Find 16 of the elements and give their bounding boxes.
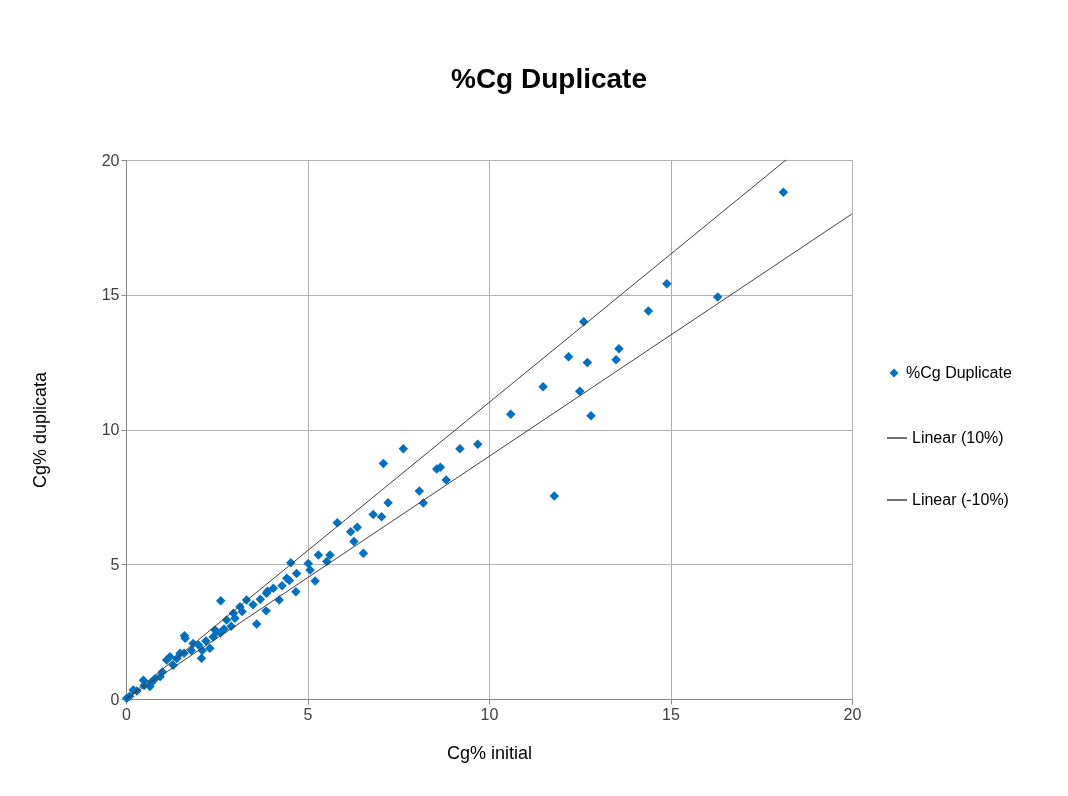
x-tick-label: 10 [480, 705, 499, 723]
x-tick-label: 5 [303, 705, 313, 723]
y-tick-label: 0 [110, 690, 120, 708]
x-axis-title: Cg% initial [446, 742, 533, 763]
legend-label: Linear (-10%) [912, 491, 1009, 508]
x-tick-label: 20 [843, 705, 862, 723]
y-tick-label: 10 [101, 421, 120, 438]
x-tick-label: 15 [662, 705, 680, 723]
legend-label: %Cg Duplicate [906, 364, 1012, 381]
x-tick-label: 0 [122, 705, 132, 723]
legend-label: Linear (10%) [912, 429, 1004, 446]
y-tick-label: 15 [101, 286, 120, 304]
chart-title: %Cg Duplicate [450, 63, 648, 94]
y-tick-label: 20 [101, 151, 120, 169]
y-tick-label: 5 [110, 555, 120, 573]
y-axis-title: Cg% duplicata [29, 370, 50, 489]
